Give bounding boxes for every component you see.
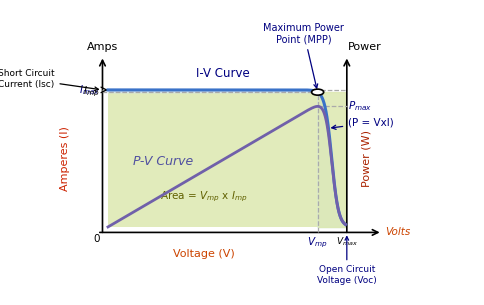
Text: I-V Curve: I-V Curve bbox=[196, 67, 249, 80]
Text: $P_{max}$: $P_{max}$ bbox=[348, 99, 372, 113]
Text: Amps: Amps bbox=[87, 41, 118, 52]
Circle shape bbox=[311, 89, 323, 95]
Text: 0: 0 bbox=[93, 235, 100, 245]
Text: $I_{max}$: $I_{max}$ bbox=[78, 83, 100, 97]
Text: Volts: Volts bbox=[384, 228, 409, 237]
Text: Short Circuit
Current (Isc): Short Circuit Current (Isc) bbox=[0, 69, 98, 91]
Bar bbox=[108, 92, 317, 227]
Text: Amperes (I): Amperes (I) bbox=[60, 126, 70, 191]
Text: Power (W): Power (W) bbox=[360, 130, 370, 187]
Text: $I_{mp}$: $I_{mp}$ bbox=[83, 85, 100, 99]
Text: Voltage (V): Voltage (V) bbox=[173, 249, 234, 259]
Text: Open Circuit
Voltage (Voc): Open Circuit Voltage (Voc) bbox=[316, 237, 376, 285]
Text: Area = $V_{mp}$ x $I_{mp}$: Area = $V_{mp}$ x $I_{mp}$ bbox=[160, 190, 247, 204]
Text: $V_{mp}$: $V_{mp}$ bbox=[307, 236, 327, 250]
Text: Maximum Power
Point (MPP): Maximum Power Point (MPP) bbox=[263, 23, 344, 88]
Text: $V_{max}$: $V_{max}$ bbox=[335, 236, 357, 248]
Text: P-V Curve: P-V Curve bbox=[133, 155, 193, 168]
Text: (P = VxI): (P = VxI) bbox=[331, 118, 393, 129]
Text: Power: Power bbox=[348, 41, 381, 52]
